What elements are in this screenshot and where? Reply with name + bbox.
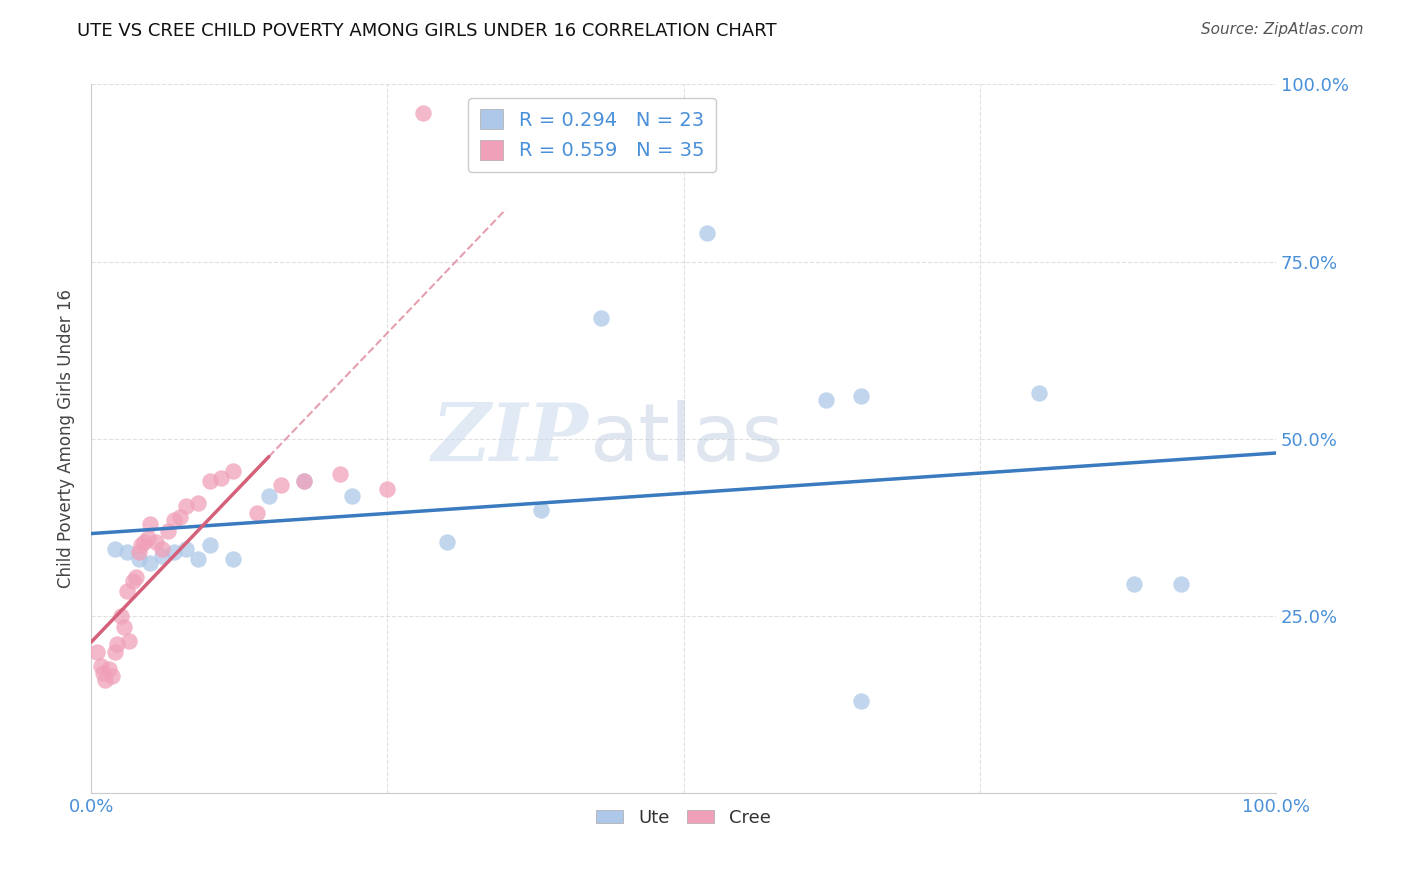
Point <box>270 478 292 492</box>
Point <box>110 609 132 624</box>
Point <box>104 644 127 658</box>
Point <box>696 227 718 241</box>
Point <box>294 475 316 489</box>
Point <box>589 311 612 326</box>
Point <box>222 464 245 478</box>
Point <box>105 638 128 652</box>
Point <box>294 475 316 489</box>
Point <box>115 545 138 559</box>
Point <box>128 545 150 559</box>
Point <box>163 513 186 527</box>
Point <box>97 662 120 676</box>
Point <box>150 549 173 563</box>
Point <box>530 503 553 517</box>
Point <box>86 644 108 658</box>
Point <box>104 541 127 556</box>
Point <box>128 552 150 566</box>
Point <box>157 524 180 538</box>
Point <box>1122 577 1144 591</box>
Point <box>412 105 434 120</box>
Point <box>174 541 197 556</box>
Point <box>91 665 114 680</box>
Legend: Ute, Cree: Ute, Cree <box>589 802 778 834</box>
Point <box>814 392 837 407</box>
Point <box>187 552 209 566</box>
Point <box>377 482 399 496</box>
Point <box>115 584 138 599</box>
Point <box>112 620 135 634</box>
Point <box>1028 385 1050 400</box>
Point <box>198 475 221 489</box>
Y-axis label: Child Poverty Among Girls Under 16: Child Poverty Among Girls Under 16 <box>58 289 75 589</box>
Point <box>329 467 352 482</box>
Text: Source: ZipAtlas.com: Source: ZipAtlas.com <box>1201 22 1364 37</box>
Point <box>139 516 162 531</box>
Text: UTE VS CREE CHILD POVERTY AMONG GIRLS UNDER 16 CORRELATION CHART: UTE VS CREE CHILD POVERTY AMONG GIRLS UN… <box>77 22 778 40</box>
Point <box>136 531 159 545</box>
Point <box>851 389 873 403</box>
Point <box>163 545 186 559</box>
Point <box>211 471 233 485</box>
Point <box>187 496 209 510</box>
Point <box>90 658 112 673</box>
Point <box>121 574 143 588</box>
Point <box>125 570 148 584</box>
Point <box>257 489 280 503</box>
Point <box>851 694 873 708</box>
Point <box>246 506 269 520</box>
Point <box>134 534 156 549</box>
Point <box>174 500 197 514</box>
Point <box>222 552 245 566</box>
Text: atlas: atlas <box>589 400 783 478</box>
Text: ZIP: ZIP <box>432 401 589 477</box>
Point <box>145 534 167 549</box>
Point <box>139 556 162 570</box>
Point <box>118 634 141 648</box>
Point <box>436 534 458 549</box>
Point <box>198 538 221 552</box>
Point <box>1170 577 1192 591</box>
Point <box>340 489 363 503</box>
Point <box>94 673 117 687</box>
Point <box>101 669 124 683</box>
Point <box>169 509 191 524</box>
Point <box>129 538 152 552</box>
Point <box>150 541 173 556</box>
